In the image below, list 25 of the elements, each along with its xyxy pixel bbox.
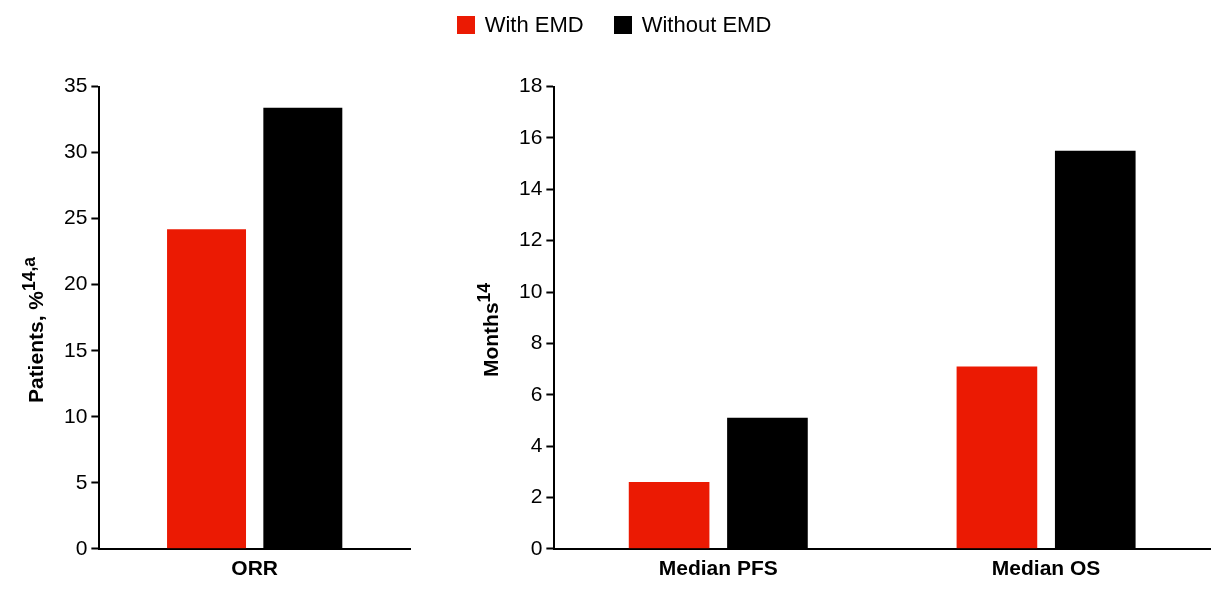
y-tick-label: 12 [519, 227, 543, 251]
y-tick-label: 30 [64, 139, 88, 163]
legend-label: With EMD [483, 12, 584, 38]
legend-label: Without EMD [640, 12, 772, 38]
x-tick-label: Median OS [991, 556, 1101, 580]
y-tick-label: 18 [519, 73, 543, 97]
y-tick-label: 25 [64, 205, 88, 229]
y-tick-label: 35 [64, 73, 88, 97]
y-tick-label: 10 [519, 278, 543, 302]
y-tick-label: 16 [519, 124, 543, 148]
y-tick-label: 14 [519, 176, 543, 200]
y-tick-label: 4 [530, 432, 543, 456]
y-tick-label: 5 [75, 469, 88, 493]
y-tick-label: 20 [64, 271, 88, 295]
y-tick-label: 10 [64, 403, 88, 427]
bar [956, 366, 1038, 549]
y-tick-label: 0 [530, 535, 543, 559]
y-tick-label: 2 [530, 484, 543, 508]
x-tick-label: ORR [231, 556, 279, 580]
y-tick-label: 15 [64, 337, 88, 361]
x-tick-label: Median PFS [658, 556, 778, 580]
y-tick-label: 0 [75, 535, 88, 559]
bar [628, 482, 710, 549]
y-tick-label: 8 [530, 330, 543, 354]
y-tick-label: 6 [530, 381, 543, 405]
